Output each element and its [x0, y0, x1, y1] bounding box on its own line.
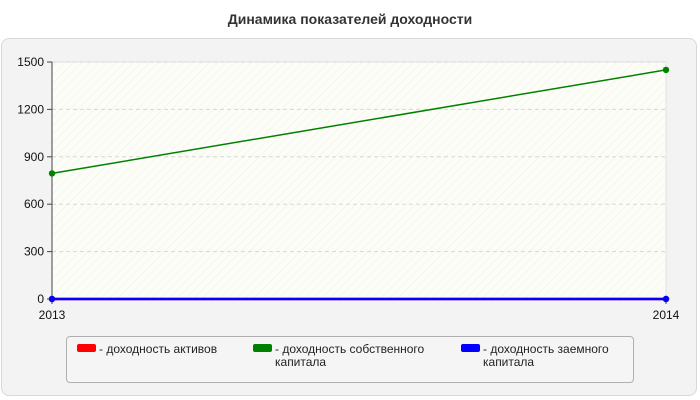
y-tick-label: 900 [24, 150, 44, 164]
legend-swatch-blue [461, 344, 480, 352]
data-point-equity [48, 170, 56, 177]
legend: - доходность активов - доходность собств… [66, 336, 634, 383]
y-tick-label: 600 [24, 197, 44, 211]
y-tick-label: 300 [24, 245, 44, 259]
legend-swatch-red [77, 344, 96, 352]
y-tick-label: 1500 [17, 55, 44, 69]
series-line-equity [51, 69, 667, 175]
legend-label: - доходность собственного капитала [275, 342, 425, 369]
x-tick-label: 2014 [653, 308, 680, 322]
legend-label: - доходность заемного капитала [483, 342, 609, 369]
y-tick-label: 1200 [17, 102, 44, 116]
data-point-equity [662, 66, 670, 74]
legend-swatch-green [253, 344, 272, 352]
x-tick-label: 2013 [39, 308, 66, 322]
legend-label: - доходность активов [99, 342, 218, 356]
y-tick-label: 0 [37, 292, 44, 306]
plot-background [51, 61, 667, 300]
data-point-debt [662, 295, 670, 303]
data-point-debt [48, 295, 56, 303]
chart-title: Динамика показателей доходности [227, 11, 473, 27]
